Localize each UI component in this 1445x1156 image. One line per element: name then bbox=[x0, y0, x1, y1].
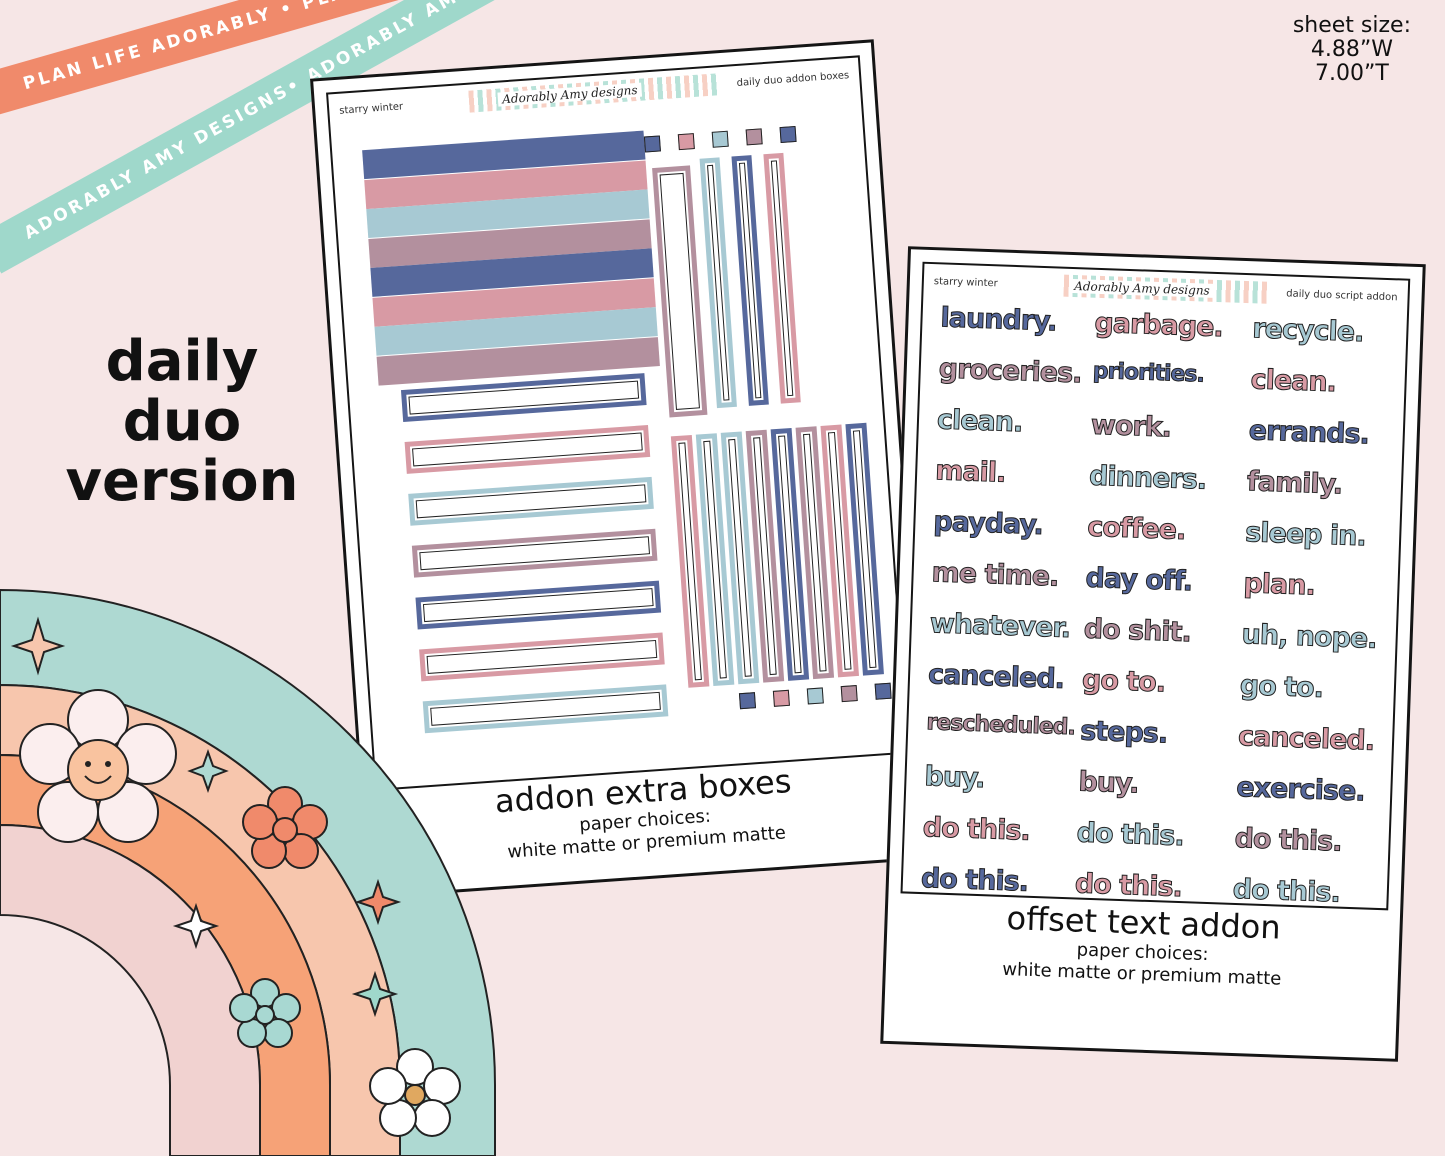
script-word-sticker: do this. bbox=[1074, 868, 1183, 904]
box-sticker bbox=[404, 424, 651, 474]
script-word-sticker: garbage. bbox=[1093, 307, 1224, 344]
script-word-sticker: priorities. bbox=[1092, 358, 1205, 388]
script-word-sticker: exercise. bbox=[1235, 772, 1366, 808]
script-word-sticker: uh, nope. bbox=[1241, 619, 1378, 656]
sheet-size-label: sheet size: bbox=[1292, 13, 1411, 38]
script-word-sticker: family. bbox=[1246, 466, 1343, 501]
rainbow-illustration bbox=[0, 588, 496, 1156]
square-sticker bbox=[840, 685, 858, 703]
script-word-sticker: do shit. bbox=[1083, 613, 1192, 649]
script-word-sticker: buy. bbox=[1077, 766, 1139, 800]
sheet-height: 7.00”T bbox=[1315, 61, 1389, 86]
sheet-header: starry winter Adorably Amy designs daily… bbox=[338, 64, 850, 122]
sparkle-icon bbox=[172, 902, 220, 950]
script-word-sticker: do this. bbox=[922, 812, 1031, 848]
smiley-flower-icon bbox=[19, 689, 177, 843]
script-word-sticker: plan. bbox=[1242, 568, 1316, 602]
sheet-width: 4.88”W bbox=[1310, 37, 1393, 62]
script-word-sticker: do this. bbox=[1232, 873, 1341, 909]
square-sticker bbox=[779, 125, 797, 144]
script-word-sticker: clean. bbox=[1250, 364, 1337, 399]
rainbow-band-pink bbox=[0, 823, 261, 1156]
script-word-sticker: canceled. bbox=[927, 659, 1065, 696]
script-word-sticker: day off. bbox=[1085, 562, 1194, 598]
square-sticker bbox=[772, 689, 790, 707]
script-word-sticker: work. bbox=[1090, 409, 1172, 444]
flower-icon bbox=[242, 786, 328, 869]
script-word-sticker: laundry. bbox=[940, 302, 1058, 338]
theme-label: starry winter bbox=[338, 100, 404, 117]
script-word-sticker: whatever. bbox=[929, 608, 1071, 645]
script-word-sticker: recycle. bbox=[1251, 313, 1364, 349]
script-word-sticker: clean. bbox=[936, 404, 1023, 439]
square-sticker bbox=[806, 687, 824, 705]
square-sticker bbox=[745, 128, 763, 146]
sheet-name: daily duo script addon bbox=[1286, 287, 1398, 303]
script-word-sticker: rescheduled. bbox=[926, 710, 1076, 741]
script-word-sticker: do this. bbox=[1076, 817, 1185, 853]
square-sticker bbox=[643, 135, 661, 153]
vertical-box-sticker bbox=[652, 165, 708, 418]
version-title-line: duo bbox=[122, 389, 242, 454]
sticker-area: starry winter Adorably Amy designs daily… bbox=[900, 261, 1411, 911]
vertical-box-sticker bbox=[763, 152, 801, 404]
version-title: daily duo version bbox=[62, 332, 302, 512]
script-word-sticker: do this. bbox=[1234, 822, 1343, 858]
script-word-sticker: mail. bbox=[934, 455, 1006, 489]
sheet-name: daily duo addon boxes bbox=[736, 69, 850, 89]
script-addon-sheet: starry winter Adorably Amy designs daily… bbox=[880, 246, 1426, 1062]
sheet-header: starry winter Adorably Amy designs daily… bbox=[933, 270, 1398, 308]
script-word-sticker: do this. bbox=[920, 863, 1029, 899]
version-title-line: daily bbox=[105, 329, 259, 394]
sparkle-icon bbox=[187, 749, 229, 793]
script-word-sticker: me time. bbox=[931, 557, 1060, 593]
script-word-sticker: canceled. bbox=[1237, 721, 1375, 758]
script-word-sticker: dinners. bbox=[1088, 460, 1207, 496]
theme-label: starry winter bbox=[933, 275, 998, 289]
script-word-sticker: errands. bbox=[1248, 415, 1370, 451]
sparkle-icon bbox=[354, 878, 402, 926]
sheet-caption: offset text addon paper choices: white m… bbox=[886, 895, 1401, 995]
box-sticker bbox=[411, 528, 658, 578]
vertical-box-sticker bbox=[731, 155, 769, 406]
square-sticker bbox=[711, 130, 729, 148]
script-word-sticker: go to. bbox=[1239, 670, 1324, 705]
version-title-line: version bbox=[65, 449, 299, 514]
square-sticker bbox=[738, 692, 757, 710]
sparkle-icon bbox=[351, 970, 399, 1018]
flower-icon bbox=[229, 978, 301, 1048]
script-word-sticker: sleep in. bbox=[1244, 517, 1367, 553]
script-word-sticker: buy. bbox=[924, 761, 986, 795]
script-word-sticker: go to. bbox=[1081, 664, 1166, 699]
sheet-size-info: sheet size: 4.88”W 7.00”T bbox=[1293, 14, 1411, 86]
square-sticker bbox=[874, 682, 892, 700]
square-sticker bbox=[677, 133, 695, 151]
flower-icon bbox=[369, 1048, 461, 1137]
box-sticker bbox=[408, 476, 654, 526]
script-word-sticker: groceries. bbox=[938, 353, 1083, 390]
script-word-sticker: coffee. bbox=[1086, 511, 1186, 547]
script-word-sticker: steps. bbox=[1079, 715, 1168, 750]
script-word-sticker: payday. bbox=[932, 506, 1044, 542]
sparkle-icon bbox=[10, 616, 66, 676]
vertical-box-sticker bbox=[699, 157, 737, 409]
